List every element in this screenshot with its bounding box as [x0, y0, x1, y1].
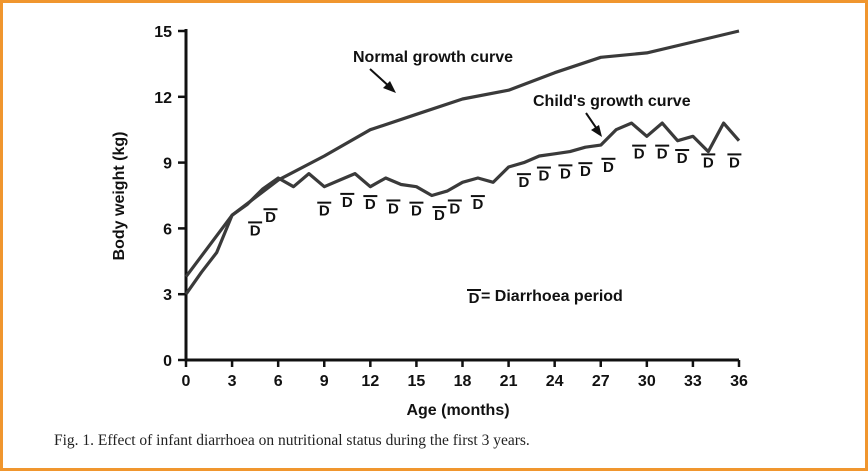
diarrhoea-marker: D	[655, 144, 670, 163]
diarrhoea-marker: D	[248, 221, 263, 239]
legend-diarrhoea-key: D	[467, 289, 481, 307]
svg-text:D: D	[342, 194, 353, 211]
svg-text:D: D	[472, 196, 483, 213]
y-tick-label: 0	[163, 353, 172, 370]
diarrhoea-marker: D	[601, 157, 616, 176]
y-tick-label: 9	[163, 156, 172, 173]
svg-text:D: D	[365, 196, 376, 213]
x-tick-label: 6	[274, 373, 283, 390]
x-tick-label: 21	[500, 373, 518, 390]
diarrhoea-marker: D	[578, 162, 593, 180]
svg-text:D: D	[560, 165, 571, 182]
diarrhoea-marker: D	[558, 164, 573, 182]
diarrhoea-marker: D	[386, 199, 401, 217]
diarrhoea-marker: D	[340, 192, 355, 211]
x-tick-label: 24	[546, 373, 564, 390]
x-tick-label: 36	[730, 373, 748, 390]
svg-text:D: D	[538, 168, 549, 185]
x-tick-label: 3	[228, 373, 237, 390]
child-growth-curve	[184, 121, 741, 296]
svg-text:D: D	[677, 150, 688, 167]
diarrhoea-marker: D	[409, 201, 424, 220]
x-axis-title: Age (months)	[406, 402, 509, 419]
y-axis-title: Body weight (kg)	[111, 132, 128, 261]
diarrhoea-marker: D	[536, 166, 551, 185]
diarrhoea-marker: D	[727, 153, 742, 171]
diarrhoea-marks: DD DD D D D D D DD D D D DD D D D DD	[248, 144, 742, 307]
svg-text:D: D	[434, 207, 445, 224]
svg-text:D: D	[388, 200, 399, 217]
diarrhoea-marker: D	[516, 173, 531, 191]
child-curve-arrow	[585, 112, 602, 137]
diarrhoea-marker: D	[632, 144, 647, 163]
svg-text:D: D	[265, 209, 276, 226]
x-tick-label: 18	[454, 373, 472, 390]
svg-text:D: D	[519, 174, 530, 191]
diarrhoea-marker: D	[432, 206, 447, 224]
svg-text:D: D	[411, 203, 422, 220]
svg-text:D: D	[603, 159, 614, 176]
normal-curve-label: Normal growth curve	[353, 49, 513, 66]
x-tick-label: 12	[361, 373, 379, 390]
diarrhoea-marker: D	[263, 208, 278, 226]
diarrhoea-marker: D	[363, 195, 378, 213]
x-tick-label: 33	[684, 373, 702, 390]
diarrhoea-marker: D	[470, 195, 485, 213]
diarrhoea-marker: D	[675, 149, 690, 167]
legend-text: = Diarrhoea period	[481, 288, 623, 305]
y-tick-label: 6	[163, 221, 172, 238]
svg-text:D: D	[657, 146, 668, 163]
series-layer	[184, 29, 741, 296]
svg-text:D: D	[580, 163, 591, 180]
svg-text:D: D	[469, 290, 480, 307]
svg-text:D: D	[449, 200, 460, 217]
svg-text:D: D	[729, 154, 740, 171]
y-tick-label: 12	[154, 90, 172, 107]
diarrhoea-marker: D	[447, 199, 462, 217]
diarrhoea-marker: D	[317, 201, 332, 220]
diarrhoea-marker: D	[701, 153, 716, 171]
normal-curve-arrow	[369, 68, 396, 93]
svg-text:D: D	[703, 154, 714, 171]
y-tick-label: 15	[154, 24, 172, 41]
svg-text:D: D	[634, 146, 645, 163]
svg-text:D: D	[250, 222, 261, 239]
x-tick-label: 27	[592, 373, 610, 390]
x-tick-label: 9	[320, 373, 329, 390]
svg-text:D: D	[319, 203, 330, 220]
x-tick-label: 15	[408, 373, 426, 390]
y-tick-label: 3	[163, 287, 172, 304]
child-curve-label: Child's growth curve	[533, 93, 691, 110]
x-tick-label: 0	[182, 373, 191, 390]
x-tick-label: 30	[638, 373, 656, 390]
normal-growth-curve	[184, 29, 740, 278]
figure-caption: Fig. 1. Effect of infant diarrhoea on nu…	[54, 432, 530, 449]
